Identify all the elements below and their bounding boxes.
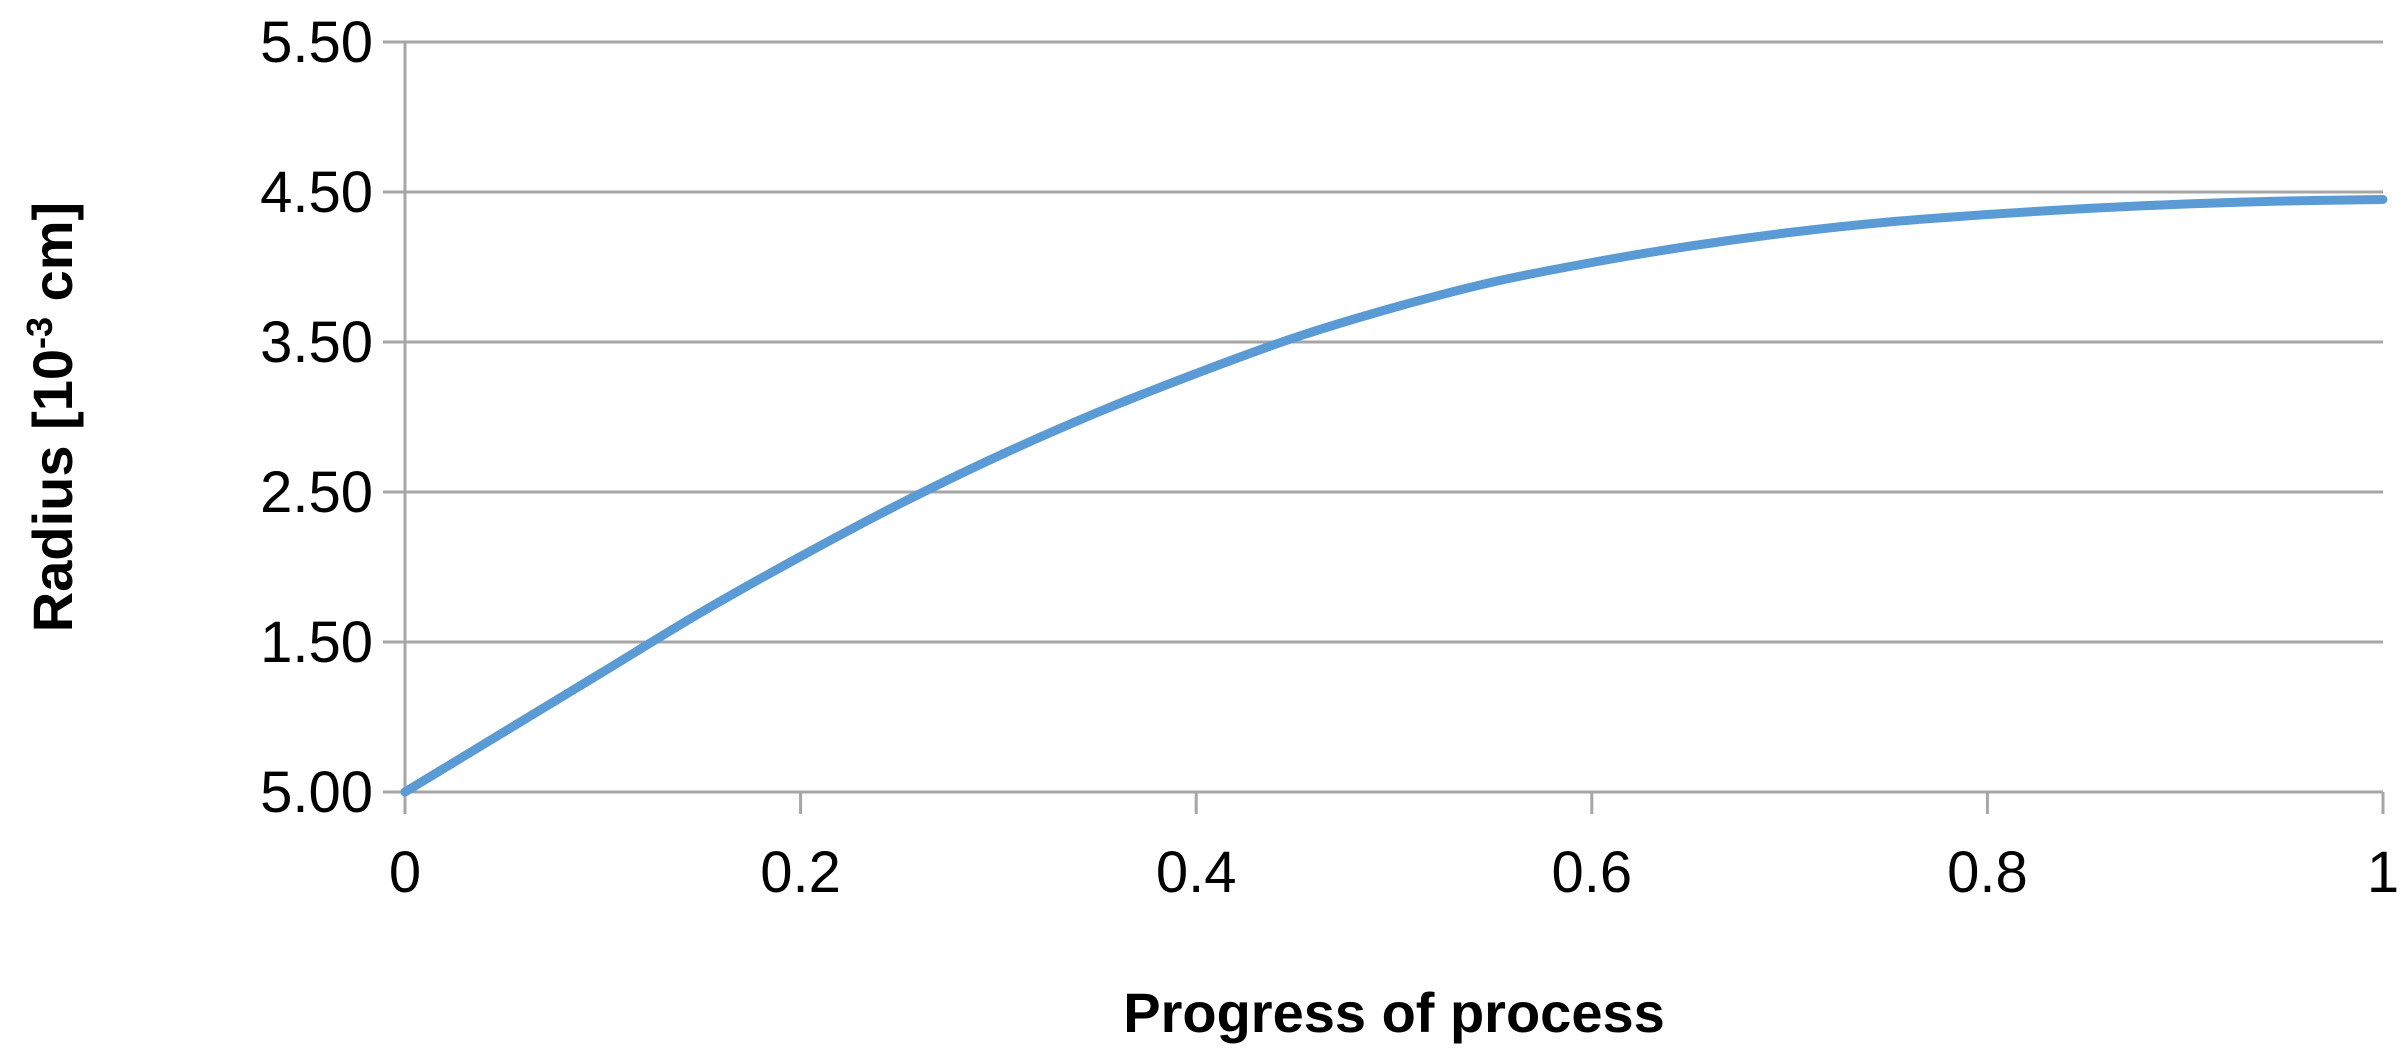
gridlines	[405, 40, 2383, 794]
y-tick-label: 1.50	[260, 610, 373, 675]
y-tick-label: 5.50	[260, 10, 373, 75]
y-tick-label: 3.50	[260, 310, 373, 375]
y-tick-label: 4.50	[260, 160, 373, 225]
x-tick-label: 0	[389, 840, 421, 905]
x-tick-label: 1	[2367, 840, 2399, 905]
tick-labels: 5.00 1.50 2.50 3.50 4.50 5.50 0 0.2 0.4 0.6 0.8 1	[260, 10, 2399, 905]
y-axis-title-superscript: -3	[19, 317, 60, 349]
y-axis-title-main: Radius [10	[21, 349, 84, 632]
y-axis-title: Radius [10-3 cm]	[19, 202, 85, 632]
x-axis-title: Progress of process	[1123, 981, 1665, 1044]
y-tick-label: 5.00	[260, 760, 373, 825]
series-line	[400, 195, 2388, 797]
x-tick-label: 0.6	[1551, 840, 1632, 905]
x-tick-label: 0.4	[1156, 840, 1237, 905]
axes	[383, 40, 2385, 814]
x-tick-label: 0.8	[1947, 840, 2028, 905]
x-tick-label: 0.2	[760, 840, 841, 905]
y-tick-label: 2.50	[260, 460, 373, 525]
series-lines	[400, 195, 2388, 797]
y-axis-title-tail: cm]	[21, 202, 84, 317]
